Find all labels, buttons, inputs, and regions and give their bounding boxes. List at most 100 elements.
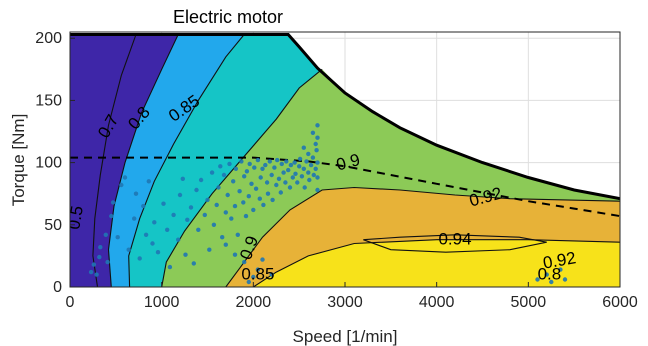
operating-point-126: [558, 267, 563, 272]
operating-point-38: [207, 247, 212, 252]
contour-label-6: 0.94: [438, 230, 471, 249]
y-axis-label: Torque [Nm]: [9, 114, 28, 207]
operating-point-88: [288, 162, 294, 168]
contour-line-1: [107, 34, 179, 287]
operating-point-10: [119, 182, 124, 188]
operating-point-106: [315, 160, 320, 165]
operating-point-86: [286, 167, 291, 173]
x-axis-label: Speed [1/min]: [293, 327, 398, 346]
operating-point-96: [301, 166, 306, 171]
operating-point-67: [257, 196, 262, 201]
operating-point-70: [261, 202, 266, 208]
operating-point-64: [252, 165, 257, 170]
operating-point-5: [103, 232, 109, 237]
operating-point-127: [562, 277, 568, 282]
operating-point-56: [241, 200, 246, 205]
operating-point-32: [191, 261, 196, 266]
operating-point-36: [202, 212, 207, 218]
y-tick-label-0: 0: [53, 279, 62, 296]
operating-point-48: [227, 161, 232, 167]
operating-point-28: [180, 176, 185, 181]
operating-point-8: [110, 200, 116, 205]
operating-point-21: [155, 250, 161, 255]
operating-point-95: [299, 174, 305, 179]
operating-point-101: [308, 162, 314, 168]
operating-point-34: [196, 227, 201, 232]
operating-point-103: [311, 172, 316, 178]
operating-point-3: [97, 254, 102, 260]
operating-point-18: [146, 179, 151, 184]
operating-point-82: [279, 161, 284, 167]
operating-point-20: [152, 220, 157, 225]
operating-point-83: [281, 170, 286, 175]
operating-point-80: [276, 176, 282, 181]
operating-point-111: [313, 141, 318, 147]
operating-point-66: [255, 157, 261, 163]
operating-point-112: [310, 130, 316, 135]
operating-point-53: [235, 232, 240, 237]
operating-point-108: [315, 135, 320, 140]
operating-point-47: [225, 192, 230, 198]
operating-point-100: [307, 177, 312, 183]
efficiency-fills: [70, 34, 620, 287]
operating-point-11: [122, 175, 128, 180]
operating-point-50: [231, 179, 236, 184]
operating-point-113: [306, 151, 311, 157]
y-tick-label-4: 200: [35, 30, 62, 47]
operating-point-59: [244, 169, 250, 174]
operating-point-118: [246, 279, 251, 285]
operating-point-68: [258, 175, 263, 180]
operating-point-12: [126, 247, 131, 252]
operating-point-45: [221, 172, 227, 178]
operating-point-102: [310, 155, 316, 160]
max-torque-curve: [70, 33, 620, 201]
contour-line-3: [161, 68, 323, 287]
x-tick-label-0: 0: [66, 294, 75, 311]
operating-point-17: [143, 232, 149, 237]
operating-point-52: [233, 166, 239, 171]
operating-point-109: [315, 123, 320, 128]
operating-point-40: [211, 222, 217, 227]
operating-point-90: [292, 160, 297, 165]
operating-point-81: [278, 190, 283, 195]
operating-point-110: [315, 187, 320, 193]
x-axis-ticks: 0 1000 2000 3000 4000 5000 6000: [66, 282, 638, 311]
operating-point-60: [246, 194, 251, 199]
operating-point-89: [290, 175, 295, 180]
operating-point-61: [247, 161, 252, 167]
operating-point-117: [255, 267, 261, 272]
x-tick-label-4: 4000: [419, 294, 455, 311]
operating-point-87: [287, 185, 293, 190]
chart-title: Electric motor: [173, 7, 283, 27]
operating-point-37: [205, 197, 210, 203]
operating-point-120: [269, 272, 274, 277]
operating-point-105: [314, 148, 319, 153]
operating-point-16: [141, 203, 146, 209]
operating-point-26: [176, 237, 181, 242]
operating-point-42: [216, 185, 221, 190]
operating-point-4: [98, 245, 103, 250]
y-tick-label-1: 50: [44, 217, 62, 234]
contour-lines: [70, 33, 620, 287]
operating-point-119: [260, 257, 265, 262]
operating-point-44: [220, 235, 225, 240]
contour-label-9: 0.85: [241, 265, 274, 284]
operating-point-73: [265, 191, 271, 196]
operating-point-114: [301, 145, 306, 150]
operating-point-57: [242, 174, 247, 179]
operating-point-13: [132, 216, 137, 221]
dashed-curve-line: [70, 156, 620, 218]
contour-line-0: [92, 34, 137, 287]
y-tick-label-2: 100: [35, 155, 62, 172]
operating-point-49: [229, 216, 234, 221]
efficiency-region-0-92: [253, 239, 620, 287]
operating-point-24: [167, 264, 173, 270]
operating-point-76: [270, 197, 275, 203]
operating-point-1: [91, 262, 97, 267]
contour-line-0-94: [363, 234, 547, 253]
operating-points: [88, 123, 568, 285]
operating-point-78: [274, 182, 279, 188]
operating-point-31: [188, 205, 194, 210]
operating-point-35: [198, 177, 204, 183]
